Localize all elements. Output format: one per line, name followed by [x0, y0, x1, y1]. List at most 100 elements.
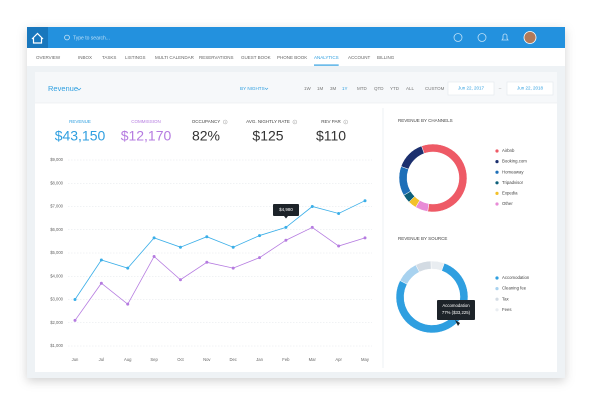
chart-title: REVENUE BY CHANNELS [398, 118, 453, 123]
range-option[interactable]: ALL [406, 86, 415, 91]
y-tick-label: $8,000 [50, 180, 63, 185]
legend-swatch [495, 181, 499, 185]
nav-tab[interactable]: RESERVATIONS [199, 55, 234, 60]
y-tick-label: $2,000 [50, 320, 63, 325]
kpi-value: $110 [316, 128, 346, 144]
tooltip-text: $4,980 [279, 207, 293, 212]
legend-swatch [495, 297, 499, 301]
legend-swatch [495, 308, 499, 312]
range-option[interactable]: 1Y [342, 86, 348, 91]
range-option[interactable]: 1M [317, 86, 324, 91]
data-point [258, 256, 262, 260]
data-point [258, 234, 262, 238]
start-date-box[interactable] [447, 81, 495, 96]
range-option[interactable]: CUSTOM [425, 86, 445, 91]
kpi-value: $125 [252, 128, 283, 144]
range-option[interactable]: MTD [357, 86, 367, 91]
data-point [310, 205, 314, 208]
nav-tab[interactable]: LISTINGS [125, 55, 146, 60]
range-option[interactable]: 1W [304, 86, 312, 91]
y-tick-label: $7,000 [50, 204, 63, 209]
data-point [284, 238, 288, 242]
legend-label: Accomodation [502, 275, 530, 280]
data-point [231, 245, 235, 249]
donut-segment [415, 200, 430, 212]
nav-tab[interactable]: MULTI CALENDAR [155, 55, 195, 60]
mode-select[interactable]: BY NIGHTS [240, 86, 265, 91]
data-point [178, 278, 182, 282]
legend-label: Homeaway [502, 169, 524, 174]
nav-tab[interactable]: TASKS [102, 55, 116, 60]
range-option[interactable]: QTD [374, 86, 384, 91]
x-tick-label: Jan [256, 357, 263, 362]
active-underline [314, 64, 339, 66]
legend-label: Other [502, 201, 513, 206]
content-panel [35, 72, 557, 372]
notifications-button[interactable] [501, 33, 509, 41]
nav-tab[interactable]: GUEST BOOK [241, 55, 271, 60]
avatar[interactable] [523, 31, 537, 44]
legend-swatch [495, 170, 499, 174]
x-tick-label: Oct [177, 357, 184, 362]
kpi-label: OCCUPANCY [192, 119, 220, 124]
legend-label: Tripadvisor [502, 180, 524, 185]
search-input[interactable]: Type to search... [73, 35, 110, 41]
tooltip-pointer [455, 320, 460, 326]
x-tick-label: Sep [150, 357, 158, 362]
data-point [205, 260, 209, 264]
kpi-label: COMMISSION [131, 119, 161, 124]
chevron [264, 87, 269, 90]
search-icon [64, 34, 70, 41]
top-bar [27, 27, 565, 48]
info-icon[interactable] [292, 119, 298, 125]
kpi-value: $12,170 [121, 128, 172, 144]
range-option[interactable]: YTD [390, 86, 400, 91]
start-date: Jun 22, 2017 [458, 86, 485, 91]
chevron [76, 87, 82, 91]
y-tick-label: $6,000 [50, 227, 63, 232]
nav-tab[interactable]: PHONE BOOK [277, 55, 307, 60]
kpi-label: AVG. NIGHTLY RATE [246, 119, 290, 124]
add-button[interactable] [453, 33, 463, 42]
series-line [74, 200, 366, 300]
kpi-label: REVENUE [69, 119, 91, 124]
legend-label: Tax [502, 296, 510, 301]
nav-tab[interactable]: ANALYTICS [314, 55, 339, 60]
nav-tab[interactable]: INBOX [78, 55, 92, 60]
info-icon[interactable] [343, 119, 348, 125]
tooltip-text: 77% ($33,225) [442, 310, 471, 315]
data-point [363, 199, 367, 203]
nav-bar [27, 48, 565, 66]
nav-tab[interactable]: OVERVIEW [36, 55, 61, 60]
legend-swatch [495, 287, 499, 291]
tooltip-arrow [284, 216, 288, 219]
date-separator: – [499, 86, 502, 91]
x-tick-label: Aug [124, 357, 132, 362]
help-button[interactable] [477, 33, 487, 42]
legend-label: Cleaning fee [502, 286, 527, 291]
nav-tab[interactable]: BILLING [377, 55, 395, 60]
y-tick-label: $1,000 [50, 343, 63, 348]
x-tick-label: Apr [335, 357, 342, 362]
x-tick-label: Jul [99, 357, 104, 362]
end-date-box[interactable] [506, 81, 554, 96]
data-point [310, 225, 314, 229]
y-tick-label: $9,000 [50, 157, 63, 162]
y-tick-label: $3,000 [50, 297, 63, 302]
end-date: Jun 22, 2018 [517, 86, 544, 91]
data-point [73, 298, 77, 301]
data-point [205, 235, 209, 239]
nav-tab[interactable]: ACCOUNT [348, 55, 371, 60]
tooltip [273, 204, 299, 216]
legend-swatch [495, 202, 499, 206]
x-tick-label: Jun [72, 357, 79, 362]
data-point [152, 254, 156, 258]
home-button[interactable] [27, 27, 48, 48]
info-icon[interactable] [222, 119, 228, 125]
chart-title: REVENUE BY SOURCE [398, 236, 447, 241]
range-option[interactable]: 3M [330, 86, 337, 91]
metric-select[interactable]: Revenue [48, 84, 78, 93]
kpi-value: $43,150 [55, 128, 106, 144]
y-tick-label: $4,000 [50, 273, 63, 278]
